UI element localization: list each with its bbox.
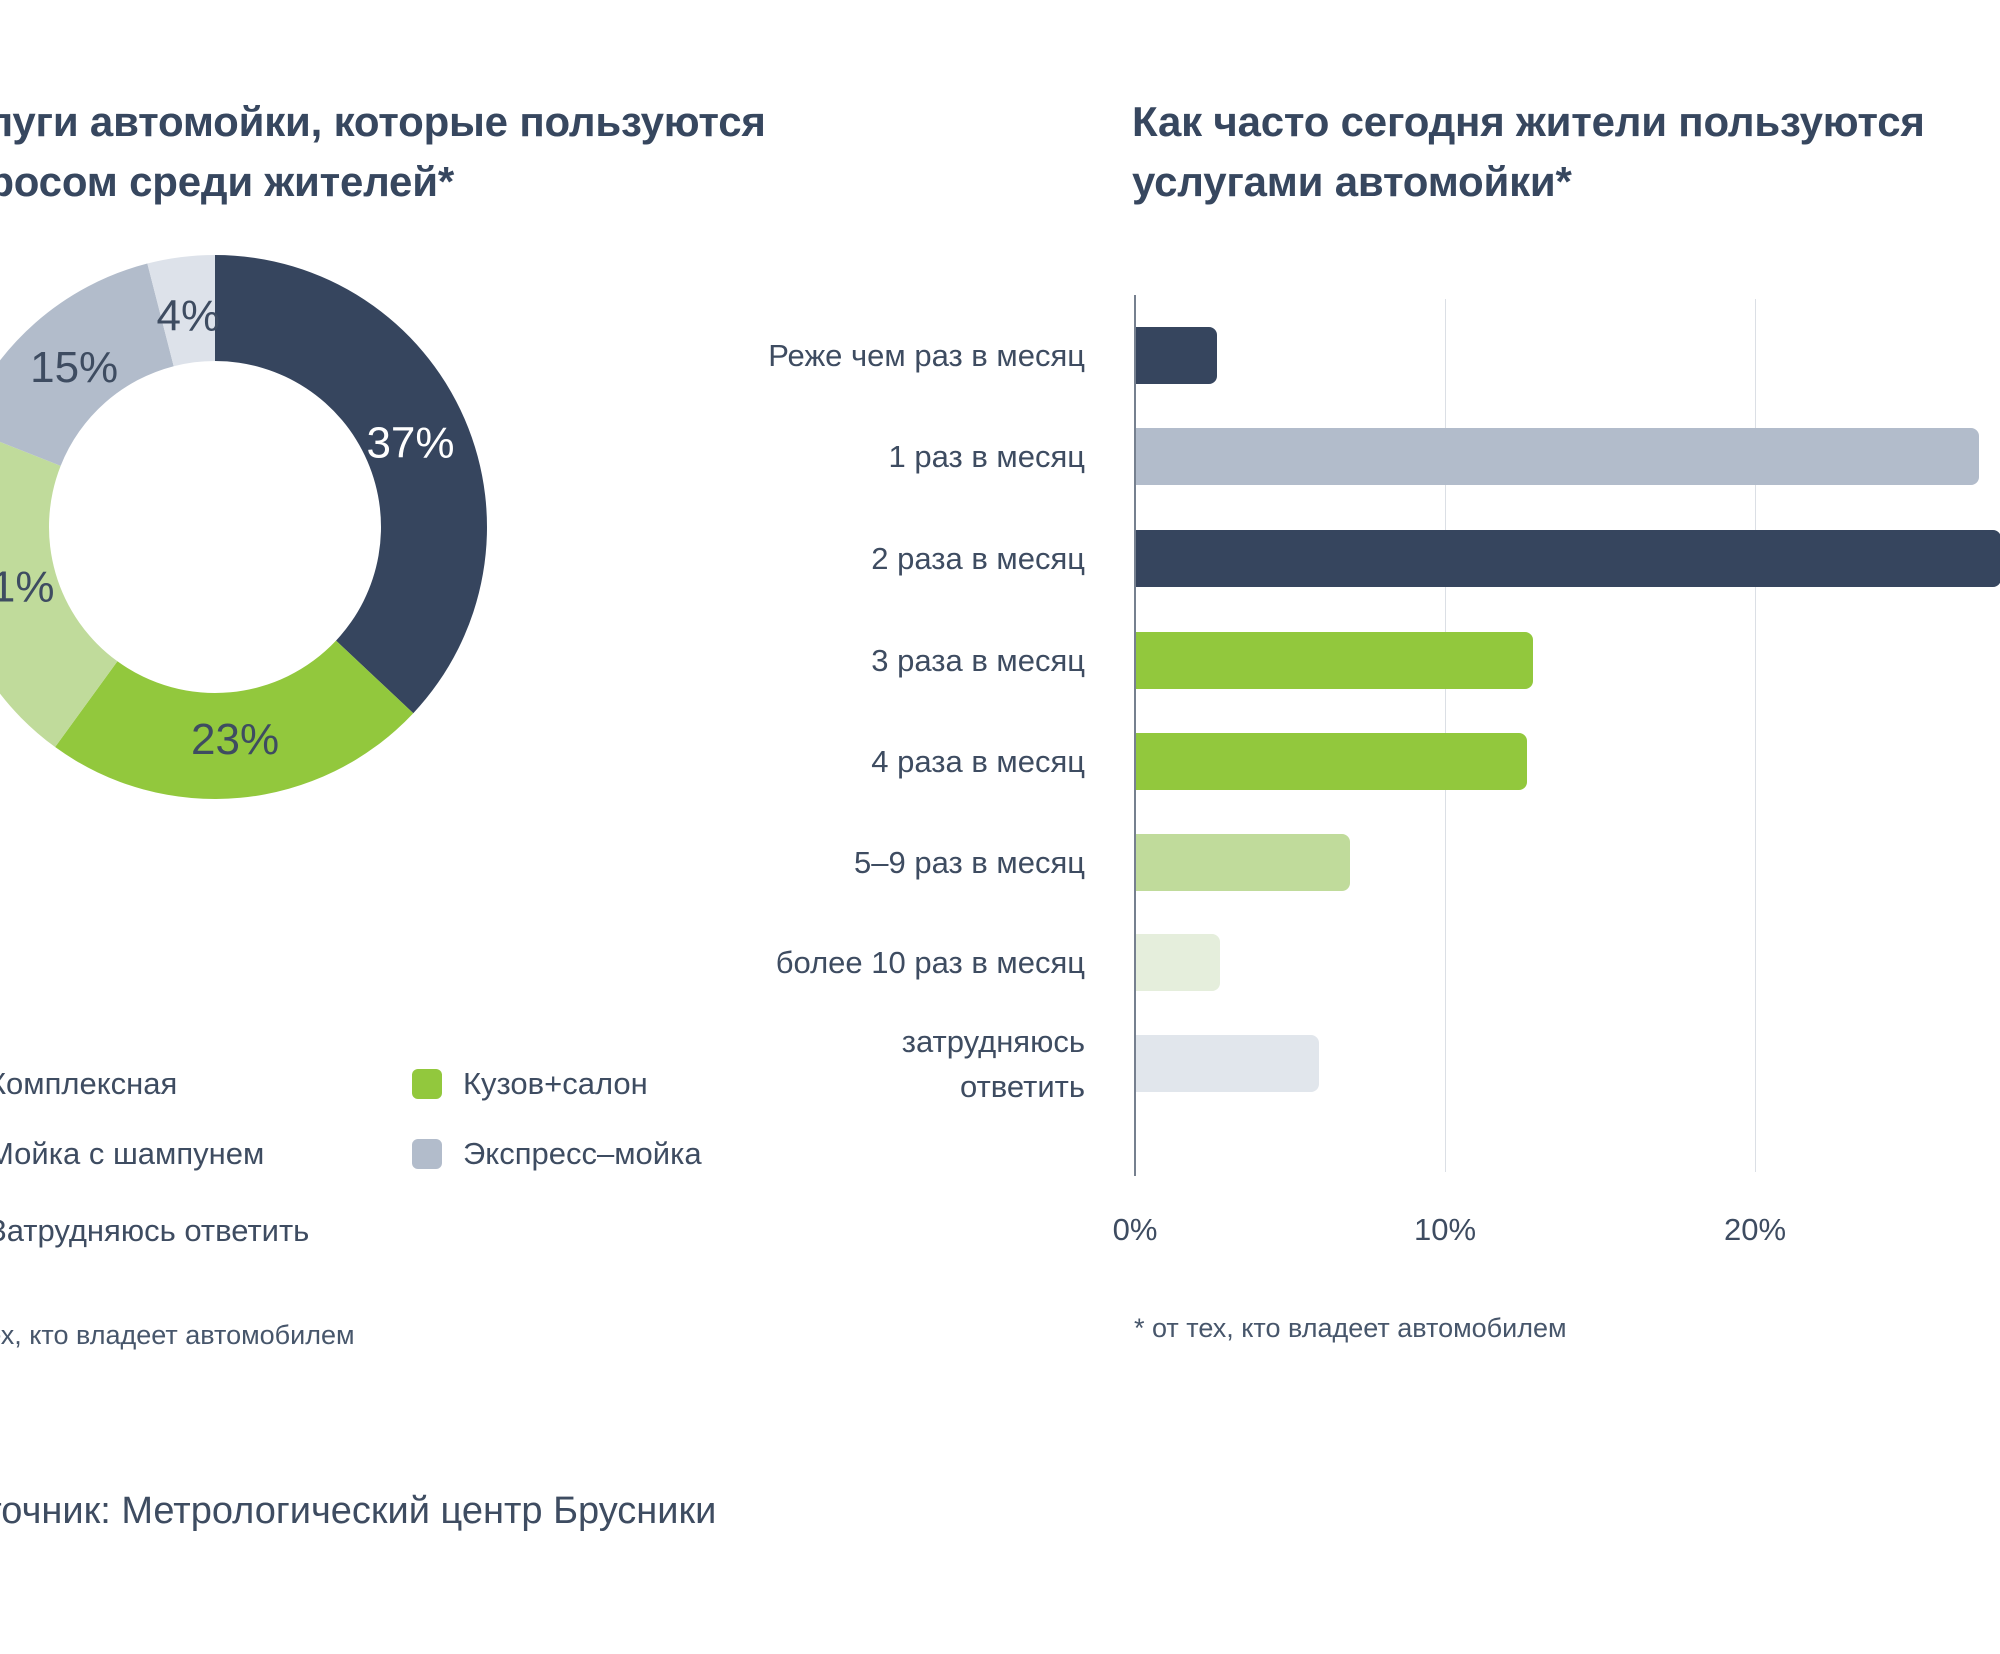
donut-percent-label-0: 37%: [366, 418, 454, 467]
bar-4: [1136, 733, 1527, 790]
bar-category-label-2: 2 раза в месяц: [871, 541, 1085, 576]
donut-percent-label-3: 15%: [30, 343, 118, 392]
bar-category-label-5: 5–9 раз в месяц: [854, 845, 1085, 880]
legend-label-2: Мойка с шампунем: [0, 1136, 265, 1171]
donut-chart: 37% 23% 21% 15% 4%: [0, 255, 488, 800]
donut-chart-title-line2: спросом среди жителей*: [0, 158, 454, 205]
legend-label-0: Комплексная: [0, 1066, 178, 1101]
donut-segment-3: [0, 263, 174, 466]
donut-percent-label-1: 23%: [191, 715, 279, 764]
bar-chart-footnote: * от тех, кто владеет автомобилем: [1134, 1313, 1567, 1343]
bar-category-label-7: затрудняюсь ответить: [901, 1023, 1085, 1104]
bar-0: [1136, 327, 1217, 384]
donut-percent-label-2: 21%: [0, 562, 54, 611]
bar-category-label-0: Реже чем раз в месяц: [768, 338, 1085, 373]
bar-7: [1136, 1035, 1319, 1092]
bar-3: [1136, 632, 1533, 689]
bar-category-label-1: 1 раз в месяц: [888, 439, 1086, 474]
bar-5: [1136, 834, 1350, 891]
x-tick-10%: 10%: [1413, 1212, 1477, 1247]
legend-label-4: Затрудняюсь ответить: [0, 1213, 310, 1248]
x-tick-0%: 0%: [1112, 1212, 1158, 1247]
donut-chart-title: Услуги автомойки, которые пользуются спр…: [0, 92, 766, 212]
bar-category-label-4: 4 раза в месяц: [871, 744, 1085, 779]
bar-6: [1136, 934, 1220, 991]
gridline-20%: [1755, 299, 1756, 1172]
legend-swatch-3: [412, 1139, 442, 1169]
bar-chart-title: Как часто сегодня жители пользуются услу…: [1132, 92, 1925, 212]
donut-segment-4: [147, 255, 215, 367]
bar-chart-title-line1: Как часто сегодня жители пользуются: [1132, 98, 1925, 145]
y-axis-line: [1134, 295, 1136, 1176]
donut-segment-1: [55, 640, 414, 800]
donut-segment-2: [0, 441, 118, 748]
donut-segment-0: [215, 255, 488, 714]
legend-swatch-1: [412, 1069, 442, 1099]
donut-chart-footnote: * от тех, кто владеет автомобилем: [0, 1320, 355, 1350]
legend-label-1: Кузов+салон: [463, 1066, 648, 1101]
bar-chart-title-line2: услугами автомойки*: [1132, 158, 1572, 205]
legend-label-3: Экспресс–мойка: [463, 1136, 702, 1171]
source-line: Источник: Метрологический центр Брусники: [0, 1490, 717, 1532]
bar-category-label-6: более 10 раз в месяц: [775, 945, 1085, 980]
bar-1: [1136, 428, 1979, 485]
donut-percent-label-4: 4%: [157, 292, 221, 341]
bar-category-label-3: 3 раза в месяц: [871, 643, 1085, 678]
x-tick-20%: 20%: [1723, 1212, 1787, 1247]
bar-2: [1136, 530, 2000, 587]
donut-chart-title-line1: Услуги автомойки, которые пользуются: [0, 98, 766, 145]
